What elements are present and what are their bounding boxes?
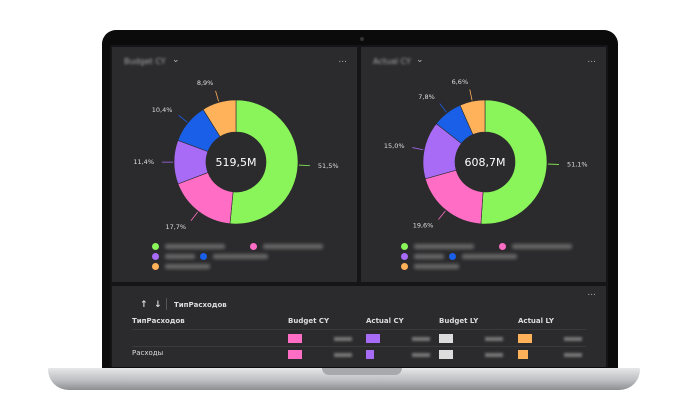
value-blurred	[564, 353, 582, 357]
bar-cell	[518, 334, 532, 343]
leader-line	[438, 210, 446, 220]
legend-item[interactable]	[152, 243, 225, 250]
legend-text-blurred	[414, 264, 459, 269]
value-blurred	[485, 353, 503, 357]
laptop-notch	[322, 368, 402, 375]
data-label: 51,5%	[318, 162, 339, 170]
leader-line	[215, 90, 219, 102]
leader-line	[412, 147, 424, 151]
legend-item[interactable]	[200, 253, 268, 260]
bar-cell	[288, 350, 302, 359]
legend-text-blurred	[165, 254, 195, 259]
dashboard-screen: Budget CY ⌄ ... 51,5% 17,7% 11,4% 10,4% 8,9%…	[110, 45, 608, 367]
bar-cell	[366, 334, 380, 343]
value-blurred	[334, 337, 352, 341]
column-header[interactable]: Actual CY	[366, 317, 404, 325]
more-menu-icon[interactable]: ...	[587, 55, 596, 65]
column-header[interactable]: Actual LY	[518, 317, 554, 325]
chevron-down-icon[interactable]: ⌄	[416, 55, 424, 65]
camera	[360, 37, 364, 41]
legend-dot-icon	[200, 253, 207, 260]
leader-line	[298, 164, 310, 167]
row-label: Расходы	[132, 349, 164, 357]
donut-chart: 51,5% 17,7% 11,4% 10,4% 8,9% 519,5M	[133, 79, 339, 231]
legend-dot-icon	[449, 253, 456, 260]
legend-dot-icon	[401, 243, 408, 250]
data-label: 19,6%	[413, 222, 434, 230]
legend-dot-icon	[401, 263, 408, 270]
legend-dot-icon	[499, 243, 506, 250]
more-menu-icon[interactable]: ...	[587, 288, 596, 298]
legend-dot-icon	[152, 263, 159, 270]
bar-cell	[366, 350, 374, 359]
legend-item[interactable]	[401, 243, 474, 250]
donut-slice[interactable]	[229, 99, 299, 225]
bar-cell	[518, 350, 528, 359]
pivot-table: ... ↑ ↓ ТипРасходов ТипРасходов Budget C…	[112, 286, 606, 367]
more-menu-icon[interactable]: ...	[338, 55, 347, 65]
legend-item[interactable]	[152, 263, 210, 270]
legend-text-blurred	[165, 264, 210, 269]
legend-dot-icon	[152, 243, 159, 250]
leader-line	[190, 211, 198, 221]
donut-chart: 51,1% 19,6% 15,0% 7,8% 6,6% 608,7M	[384, 78, 588, 230]
data-label: 6,6%	[452, 78, 469, 86]
data-label: 11,4%	[133, 158, 154, 166]
data-label: 51,1%	[567, 161, 588, 169]
value-blurred	[412, 353, 430, 357]
group-label: ТипРасходов	[174, 301, 227, 309]
laptop-base	[48, 368, 640, 390]
leader-line	[178, 114, 188, 123]
column-header[interactable]: Budget CY	[288, 317, 330, 325]
legend-text-blurred	[512, 244, 572, 249]
column-header[interactable]: Budget LY	[439, 317, 479, 325]
data-label: 8,9%	[197, 79, 214, 87]
legend-text-blurred	[213, 254, 268, 259]
legend-text-blurred	[165, 244, 225, 249]
bar-cell	[288, 334, 302, 343]
legend-text-blurred	[263, 244, 323, 249]
donut-slice[interactable]	[459, 99, 486, 135]
legend-item[interactable]	[401, 253, 444, 260]
legend-item[interactable]	[401, 263, 459, 270]
sort-up-button[interactable]: ↑	[140, 300, 148, 310]
bar-cell	[439, 334, 453, 343]
data-label: 15,0%	[384, 142, 405, 150]
bar-cell	[439, 350, 453, 359]
legend-text-blurred	[414, 244, 474, 249]
leader-line	[469, 89, 473, 101]
budget-cy-panel: Budget CY ⌄ ... 51,5% 17,7% 11,4% 10,4% 8,9%…	[112, 47, 357, 282]
legend-item[interactable]	[499, 243, 572, 250]
column-header[interactable]: ТипРасходов	[132, 317, 185, 325]
value-blurred	[485, 337, 503, 341]
chevron-down-icon[interactable]: ⌄	[172, 55, 180, 65]
legend-item[interactable]	[250, 243, 323, 250]
legend-item[interactable]	[152, 253, 195, 260]
legend-text-blurred	[462, 254, 517, 259]
data-label: 17,7%	[165, 223, 186, 231]
value-blurred	[412, 337, 430, 341]
value-blurred	[334, 353, 352, 357]
legend-text-blurred	[414, 254, 444, 259]
center-total: 608,7M	[465, 156, 506, 169]
value-blurred	[564, 337, 582, 341]
panel-title: Budget CY	[124, 57, 166, 66]
data-label: 10,4%	[152, 106, 173, 114]
data-label: 7,8%	[418, 93, 435, 101]
legend-dot-icon	[401, 253, 408, 260]
actual-cy-panel: Actual CY ⌄ ... 51,1% 19,6% 15,0% 7,8% 6,6% 6…	[361, 47, 606, 282]
donut-slice[interactable]	[480, 99, 548, 225]
sort-down-button[interactable]: ↓	[154, 300, 162, 310]
leader-line	[439, 103, 447, 113]
legend-item[interactable]	[449, 253, 517, 260]
donut-slice[interactable]	[424, 169, 484, 225]
donut-slice[interactable]	[202, 99, 237, 137]
panel-title: Actual CY	[373, 57, 411, 66]
legend-dot-icon	[250, 243, 257, 250]
center-total: 519,5M	[216, 156, 257, 169]
legend-dot-icon	[152, 253, 159, 260]
